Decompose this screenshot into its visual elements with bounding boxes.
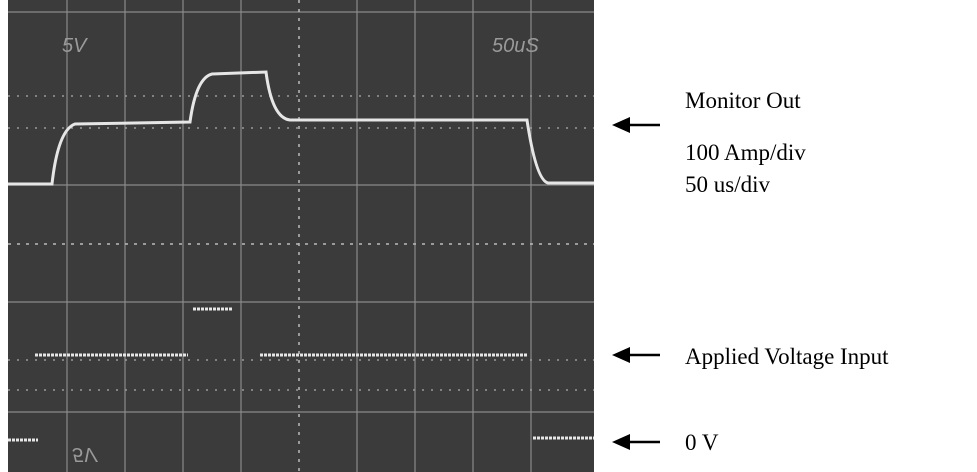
- screen-label: 50uS: [492, 35, 539, 57]
- annotation: 0 V: [685, 430, 719, 455]
- figure: 5V 50uS 5V Monitor Out 100 Amp/div 50 us…: [0, 0, 977, 472]
- scope-screen: [8, 0, 594, 472]
- annotation: 100 Amp/div: [685, 140, 806, 165]
- annotation: Applied Voltage Input: [685, 344, 889, 369]
- annotation: 50 us/div: [685, 172, 770, 197]
- screen-label: 5V: [62, 35, 88, 57]
- annotation: Monitor Out: [685, 88, 801, 113]
- screen-label: 5V: [72, 443, 98, 465]
- arrows: [612, 117, 660, 450]
